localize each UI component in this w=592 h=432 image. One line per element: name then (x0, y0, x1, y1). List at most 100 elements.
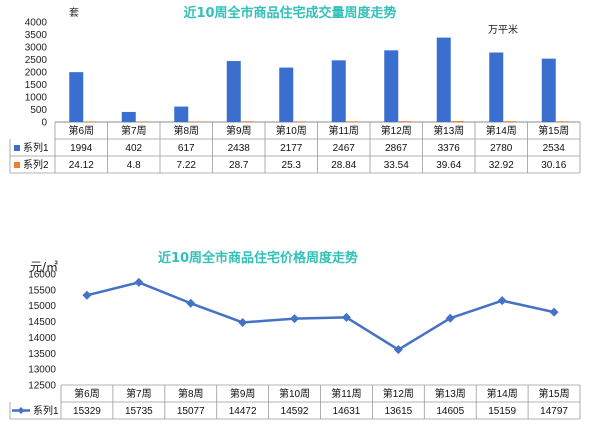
chart1-y-tick-label: 4000 (25, 18, 48, 29)
chart2-category-label: 第6周 (74, 387, 100, 400)
chart2-data-label-series1: 14592 (281, 406, 309, 417)
chart2-data-label-series1: 15735 (125, 406, 153, 417)
chart2-category-label: 第15周 (538, 387, 569, 400)
chart1-data-label-series2: 33.54 (384, 160, 409, 171)
chart2-y-tick-label: 14000 (28, 333, 56, 344)
chart1-data-label-series1: 2177 (280, 143, 303, 154)
chart1-data-label-series2: 24.12 (69, 160, 94, 171)
chart2-y-axis-label: 元/㎡ (30, 260, 58, 274)
chart1-y-axis-label: 套 (69, 6, 79, 19)
chart1-bar-series1 (174, 106, 189, 122)
chart1-bar-series1 (331, 60, 346, 122)
chart1-bar-series2 (189, 121, 202, 122)
chart1-data-label-series1: 2438 (228, 143, 251, 154)
chart1-bar-series1 (279, 67, 294, 122)
chart1-data-label-series2: 7.22 (177, 160, 197, 171)
chart2-series1-point (497, 296, 507, 306)
chart1-unit-label: 万平米 (488, 23, 518, 36)
chart2-y-tick-label: 15500 (28, 285, 56, 296)
chart1-data-label-series2: 4.8 (127, 160, 141, 171)
chart1-bar-series2 (294, 121, 307, 122)
chart1-bar-series1 (226, 61, 241, 122)
chart1-category-label: 第14周 (486, 124, 517, 137)
chart1-category-label: 第13周 (433, 124, 464, 137)
chart1-legend-key-series2 (14, 162, 20, 168)
chart1-data-label-series2: 28.7 (229, 160, 249, 171)
chart1-legend-key-series1 (14, 145, 20, 151)
chart2-data-label-series1: 15159 (488, 406, 516, 417)
chart1-legend-label-series1: 系列1 (23, 141, 49, 154)
chart2-title: 近10周全市商品住宅价格周度走势 (158, 250, 358, 266)
chart1-category-label: 第7周 (121, 124, 147, 137)
chart1-title: 近10周全市商品住宅成交量周度走势 (183, 5, 396, 21)
chart2-data-label-series1: 14472 (229, 406, 257, 417)
chart1-data-label-series1: 1994 (70, 143, 93, 154)
chart2-series1-point (238, 317, 248, 327)
chart2-series1-point (134, 277, 144, 287)
chart1-category-label: 第9周 (226, 124, 252, 137)
chart2-data-label-series1: 13615 (384, 406, 412, 417)
chart1-y-tick-label: 3500 (25, 30, 48, 41)
chart2-category-label: 第12周 (383, 387, 414, 400)
chart2-y-tick-label: 14500 (28, 317, 56, 328)
chart1-bar-series2 (84, 121, 97, 122)
chart1-bar-series2 (451, 121, 464, 122)
chart1-category-label: 第8周 (173, 124, 199, 137)
chart1-category-label: 第12周 (381, 124, 412, 137)
chart2-legend-key-marker (17, 407, 25, 414)
chart2-data-label-series1: 14631 (333, 406, 361, 417)
chart2-y-tick-label: 13500 (28, 349, 56, 360)
chart2-series1-point (82, 290, 92, 300)
chart1-legend-label-series2: 系列2 (23, 158, 49, 171)
chart1-bar-series2 (556, 121, 569, 122)
chart1-bar-series2 (399, 121, 412, 122)
chart2-data-label-series1: 15329 (73, 406, 101, 417)
chart2-legend-label-series1: 系列1 (33, 404, 59, 417)
chart1-y-tick-label: 3000 (25, 43, 48, 54)
chart2-data-label-series1: 15077 (177, 406, 205, 417)
chart1-data-label-series1: 2534 (543, 143, 566, 154)
chart1-category-label: 第11周 (329, 124, 359, 137)
chart1-y-tick-label: 500 (30, 105, 47, 116)
chart1-bar-series1 (384, 50, 399, 123)
chart1-y-tick-label: 2000 (25, 68, 48, 79)
chart2-series1-point (341, 312, 351, 322)
chart1-category-label: 第15周 (538, 124, 569, 137)
chart2-category-label: 第14周 (487, 387, 518, 400)
chart2-y-tick-label: 12500 (28, 381, 56, 392)
chart1-bar-series2 (504, 121, 517, 122)
chart1-data-label-series2: 25.3 (282, 160, 302, 171)
chart2-series1-point (186, 298, 196, 308)
chart2-y-tick-label: 13000 (28, 365, 56, 376)
chart1-bar-series1 (541, 58, 556, 122)
chart2-series1-point (393, 345, 403, 355)
chart1-bar-series2 (241, 121, 254, 122)
chart2-data-label-series1: 14797 (540, 406, 568, 417)
chart2-y-tick-label: 15000 (28, 301, 56, 312)
chart1-data-label-series1: 2780 (490, 143, 513, 154)
chart2-category-label: 第9周 (230, 387, 256, 400)
chart1-data-label-series1: 2467 (333, 143, 356, 154)
chart1-data-label-series1: 402 (125, 143, 142, 154)
chart1-data-label-series2: 28.84 (331, 160, 356, 171)
chart1-data-label-series1: 2867 (385, 143, 408, 154)
chart1-bar-series1 (121, 111, 136, 122)
chart1-bar-series1 (489, 52, 504, 122)
chart2-series1-point (290, 314, 300, 324)
chart1-category-label: 第10周 (276, 124, 307, 137)
chart2-y-tick-label: 16000 (28, 270, 56, 281)
chart2-category-label: 第11周 (331, 387, 361, 400)
chart1-data-label-series2: 32.92 (489, 160, 514, 171)
chart2-data-label-series1: 14605 (436, 406, 464, 417)
chart1-bar-series2 (136, 121, 149, 122)
chart1-data-label-series2: 30.16 (541, 160, 566, 171)
chart2-category-label: 第8周 (178, 387, 204, 400)
chart1-category-label: 第6周 (68, 124, 94, 137)
chart2-category-label: 第13周 (435, 387, 466, 400)
chart1-y-tick-label: 0 (41, 118, 47, 129)
chart2-series1-line (86, 281, 555, 351)
chart1-bar-series1 (436, 37, 451, 122)
chart1-y-tick-label: 2500 (25, 55, 48, 66)
chart1-y-tick-label: 1500 (25, 80, 48, 91)
